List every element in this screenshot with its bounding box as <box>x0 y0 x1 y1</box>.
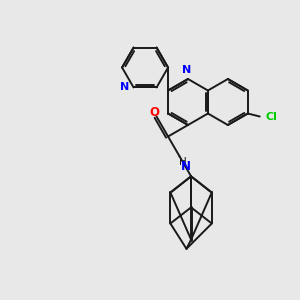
Text: N: N <box>181 160 190 173</box>
Text: N: N <box>182 65 192 75</box>
Text: N: N <box>120 82 130 92</box>
Text: H: H <box>179 157 187 166</box>
Text: Cl: Cl <box>266 112 278 122</box>
Text: O: O <box>149 106 159 119</box>
